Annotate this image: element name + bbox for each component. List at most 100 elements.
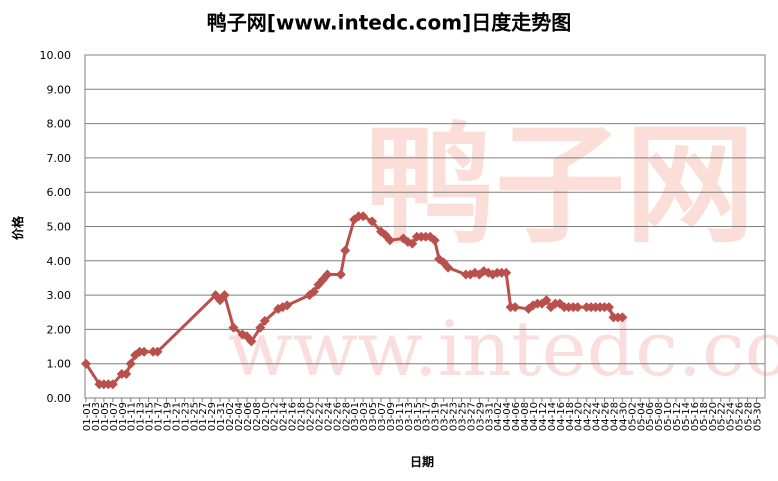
x-tick-label: 01-17 xyxy=(154,402,165,431)
y-tick-label: 1.00 xyxy=(47,358,72,371)
x-tick-label: 01-11 xyxy=(127,402,138,431)
x-tick-label: 05-16 xyxy=(690,402,701,431)
x-tick-label: 02-08 xyxy=(252,402,263,431)
x-tick-label: 03-07 xyxy=(377,402,388,431)
plot-border xyxy=(84,54,766,399)
x-tick-label: 05-02 xyxy=(627,402,638,431)
x-tick-label: 02-20 xyxy=(306,402,317,431)
x-tick-label: 03-25 xyxy=(457,402,468,431)
x-tick-label: 05-22 xyxy=(717,402,728,431)
x-tick-label: 05-14 xyxy=(681,402,692,431)
point xyxy=(367,216,378,227)
point xyxy=(335,269,346,280)
y-tick-label: 9.00 xyxy=(47,83,72,96)
x-tick-label: 01-19 xyxy=(162,402,173,431)
x-tick-label: 04-12 xyxy=(538,402,549,431)
x-tick-label: 01-03 xyxy=(91,402,102,431)
x-tick-label: 03-31 xyxy=(484,402,495,431)
x-tick-label: 03-27 xyxy=(466,402,477,431)
x-tick-label: 04-30 xyxy=(618,402,629,431)
point xyxy=(358,211,369,222)
x-tick-label: 03-17 xyxy=(422,402,433,431)
x-tick-label: 05-24 xyxy=(726,402,737,431)
chart-title: 鸭子网[www.intedc.com]日度走势图 xyxy=(207,11,571,35)
x-tick-label: 02-22 xyxy=(314,402,325,431)
x-tick-label: 05-26 xyxy=(735,402,746,431)
x-tick-label: 01-23 xyxy=(180,402,191,431)
x-tick-label: 04-24 xyxy=(592,402,603,431)
x-tick-label: 03-03 xyxy=(359,402,370,431)
point xyxy=(603,302,614,313)
y-tick-label: 4.00 xyxy=(47,255,72,268)
x-tick-label: 05-10 xyxy=(663,402,674,431)
x-tick-label: 01-29 xyxy=(207,402,218,431)
point xyxy=(541,295,552,306)
point xyxy=(246,336,257,347)
x-tick-label: 05-12 xyxy=(672,402,683,431)
x-tick-label: 02-16 xyxy=(288,402,299,431)
y-tick-label: 10.00 xyxy=(40,49,72,62)
x-tick-label: 01-13 xyxy=(136,402,147,431)
x-tick-label: 01-15 xyxy=(145,402,156,431)
point xyxy=(152,346,163,357)
x-tick-label: 03-21 xyxy=(440,402,451,431)
x-tick-label: 01-01 xyxy=(82,402,93,431)
x-tick-label: 04-18 xyxy=(565,402,576,431)
x-tick-label: 04-04 xyxy=(502,402,513,431)
x-tick-label: 01-07 xyxy=(109,402,120,431)
point xyxy=(340,245,351,256)
point xyxy=(572,302,583,313)
point xyxy=(308,286,319,297)
x-tick-label: 03-29 xyxy=(475,402,486,431)
x-tick-label: 01-25 xyxy=(189,402,200,431)
x-tick-label: 04-26 xyxy=(601,402,612,431)
x-tick-label: 05-20 xyxy=(708,402,719,431)
x-tick-label: 01-05 xyxy=(100,402,111,431)
x-tick-label: 02-24 xyxy=(323,402,334,431)
x-tick-label: 04-22 xyxy=(583,402,594,431)
x-tick-label: 03-01 xyxy=(350,402,361,431)
point xyxy=(282,300,293,311)
x-tick-label: 05-18 xyxy=(699,402,710,431)
x-tick-label: 03-13 xyxy=(404,402,415,431)
point xyxy=(125,358,136,369)
x-tick-label: 04-14 xyxy=(547,402,558,431)
y-axis-title: 价格 xyxy=(10,215,25,240)
point xyxy=(429,235,440,246)
x-tick-label: 03-15 xyxy=(413,402,424,431)
x-tick-label: 01-31 xyxy=(216,402,227,431)
y-tick-label: 3.00 xyxy=(47,289,72,302)
x-tick-label: 02-04 xyxy=(234,402,245,431)
x-axis-title: 日期 xyxy=(410,454,434,469)
x-tick-label: 05-28 xyxy=(744,402,755,431)
x-tick-label: 02-06 xyxy=(243,402,254,431)
point xyxy=(443,262,454,273)
x-tick-label: 05-08 xyxy=(654,402,665,431)
x-tick-label: 04-06 xyxy=(511,402,522,431)
x-tick-label: 02-28 xyxy=(341,402,352,431)
x-tick-label: 01-09 xyxy=(118,402,129,431)
point xyxy=(501,267,512,278)
y-tick-label: 5.00 xyxy=(47,221,72,234)
x-tick-label: 04-10 xyxy=(529,402,540,431)
y-tick-label: 2.00 xyxy=(47,323,72,336)
point xyxy=(219,290,230,301)
x-tick-label: 02-14 xyxy=(279,402,290,431)
y-tick-label: 0.00 xyxy=(47,392,72,405)
x-tick-label: 03-05 xyxy=(368,402,379,431)
x-tick-label: 01-27 xyxy=(198,402,209,431)
x-tick-label: 05-30 xyxy=(753,402,764,431)
x-tick-label: 02-02 xyxy=(225,402,236,431)
x-tick-label: 04-02 xyxy=(493,402,504,431)
point xyxy=(81,358,91,369)
x-tick-label: 04-16 xyxy=(556,402,567,431)
point xyxy=(407,238,418,249)
point xyxy=(107,379,118,390)
point xyxy=(617,312,628,323)
x-tick-label: 04-20 xyxy=(574,402,585,431)
point xyxy=(228,322,239,333)
x-tick-label: 01-21 xyxy=(171,402,182,431)
x-tick-label: 02-18 xyxy=(297,402,308,431)
point xyxy=(139,346,150,357)
